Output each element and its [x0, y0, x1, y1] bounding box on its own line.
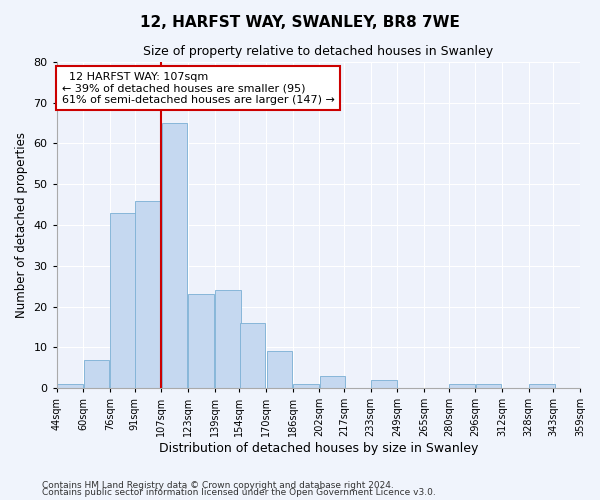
X-axis label: Distribution of detached houses by size in Swanley: Distribution of detached houses by size …: [158, 442, 478, 455]
Bar: [84, 360, 109, 388]
Text: Contains HM Land Registry data © Crown copyright and database right 2024.: Contains HM Land Registry data © Crown c…: [42, 480, 394, 490]
Bar: [110, 213, 136, 388]
Bar: [57, 384, 83, 388]
Text: 12, HARFST WAY, SWANLEY, BR8 7WE: 12, HARFST WAY, SWANLEY, BR8 7WE: [140, 15, 460, 30]
Bar: [162, 123, 187, 388]
Bar: [293, 384, 319, 388]
Bar: [136, 200, 161, 388]
Bar: [188, 294, 214, 388]
Title: Size of property relative to detached houses in Swanley: Size of property relative to detached ho…: [143, 45, 493, 58]
Bar: [449, 384, 475, 388]
Bar: [320, 376, 345, 388]
Bar: [476, 384, 502, 388]
Y-axis label: Number of detached properties: Number of detached properties: [15, 132, 28, 318]
Bar: [240, 323, 265, 388]
Bar: [266, 352, 292, 388]
Bar: [529, 384, 554, 388]
Bar: [215, 290, 241, 388]
Text: Contains public sector information licensed under the Open Government Licence v3: Contains public sector information licen…: [42, 488, 436, 497]
Text: 12 HARFST WAY: 107sqm
← 39% of detached houses are smaller (95)
61% of semi-deta: 12 HARFST WAY: 107sqm ← 39% of detached …: [62, 72, 335, 105]
Bar: [371, 380, 397, 388]
